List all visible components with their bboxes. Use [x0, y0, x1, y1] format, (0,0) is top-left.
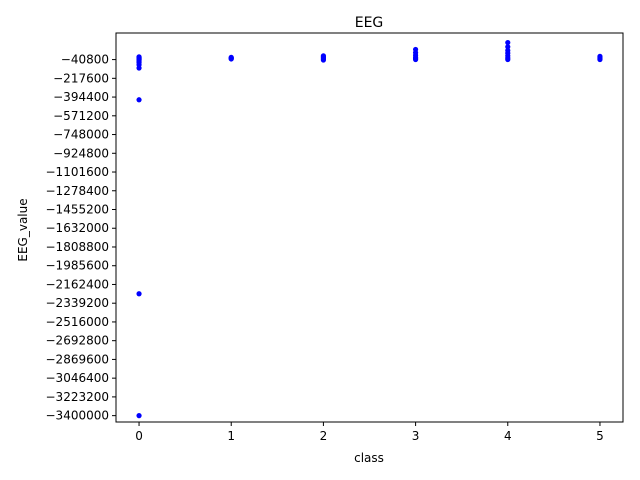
- data-point: [505, 39, 511, 46]
- plot-frame: [115, 32, 624, 423]
- axes-layer: 0 1 2 3 4 5 −40800 −217600 −394400 −571200 −748000…: [46, 32, 624, 443]
- y-tick-label: −1632000: [46, 221, 110, 235]
- y-tick-label: −571200: [53, 109, 109, 123]
- y-tick-label: −217600: [53, 71, 109, 85]
- y-tick-label: −2516000: [46, 315, 110, 329]
- data-point: [505, 47, 511, 54]
- y-tick-label: −2162400: [46, 277, 110, 291]
- chart-title: EEG: [355, 15, 384, 31]
- x-axis-title: class: [354, 451, 384, 465]
- points-layer: [136, 39, 603, 419]
- y-tick-label: −2869600: [46, 352, 110, 366]
- x-tick-label: 3: [412, 429, 420, 443]
- y-tick-label: −1808800: [46, 240, 110, 254]
- y-tick-label: −1455200: [46, 203, 110, 217]
- y-tick-label: −924800: [53, 146, 109, 160]
- y-tick-label: −2339200: [46, 296, 110, 310]
- x-tick-label: 4: [504, 429, 512, 443]
- x-tick-label: 1: [227, 429, 235, 443]
- data-point: [597, 53, 603, 59]
- y-tick-label: −748000: [53, 128, 109, 142]
- y-tick-label: −2692800: [46, 334, 110, 348]
- data-point: [136, 97, 142, 103]
- y-tick-label: −3223200: [46, 390, 110, 404]
- y-tick-label: −1985600: [46, 259, 110, 273]
- data-point: [136, 54, 142, 60]
- y-tick-label: −40800: [61, 53, 109, 67]
- y-tick-label: −1101600: [46, 165, 110, 179]
- data-point: [320, 53, 327, 59]
- x-tick-label: 0: [135, 429, 143, 443]
- data-point: [505, 44, 511, 50]
- data-point: [136, 413, 142, 419]
- data-point: [412, 46, 419, 53]
- y-tick-label: −3400000: [46, 409, 110, 423]
- y-axis-title: EEG_value: [16, 198, 30, 261]
- data-point: [228, 54, 234, 60]
- y-tick-label: −3046400: [46, 371, 110, 385]
- x-tick-label: 2: [320, 429, 328, 443]
- y-tick-label: −1278400: [46, 184, 110, 198]
- x-tick-label: 5: [596, 429, 604, 443]
- data-point: [136, 291, 142, 297]
- y-tick-label: −394400: [53, 90, 109, 104]
